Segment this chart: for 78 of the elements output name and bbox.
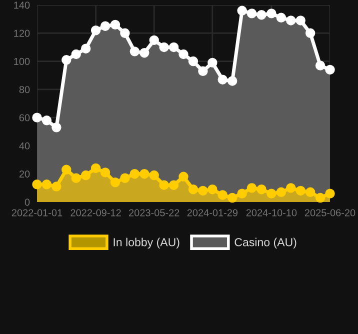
point: [198, 186, 208, 196]
point: [71, 49, 81, 60]
point: [168, 180, 179, 190]
point: [52, 122, 62, 132]
point: [227, 192, 238, 203]
y-tick-label: 140: [14, 2, 30, 9]
point: [286, 183, 296, 193]
point: [246, 8, 257, 18]
point: [130, 168, 140, 179]
point: [208, 184, 218, 194]
point: [62, 164, 72, 174]
point: [71, 173, 81, 183]
x-tick-label: 2024-01-29: [187, 209, 238, 216]
x-tick-label: 2023-05-22: [129, 209, 180, 216]
point: [140, 168, 150, 179]
point: [198, 66, 208, 76]
x-tick-label: 2024-10-10: [246, 209, 297, 216]
point: [256, 184, 266, 194]
point: [32, 112, 42, 122]
point: [188, 184, 198, 194]
point: [62, 55, 72, 65]
point: [168, 42, 179, 52]
point: [256, 10, 266, 20]
point: [100, 168, 110, 178]
y-tick-label: 60: [19, 114, 30, 122]
point: [149, 35, 159, 46]
point: [237, 188, 247, 198]
point: [246, 183, 257, 193]
point: [218, 74, 228, 84]
point: [42, 116, 52, 126]
point: [227, 76, 238, 86]
point: [315, 60, 326, 70]
point: [80, 170, 91, 180]
point: [296, 186, 306, 196]
point: [90, 25, 101, 36]
point: [325, 188, 335, 198]
point: [159, 42, 169, 52]
x-tick-label: 2022-01-01: [12, 209, 62, 216]
point: [266, 8, 276, 18]
y-tick-label: 40: [19, 142, 30, 150]
legend-label: Casino (AU): [234, 238, 296, 249]
point: [130, 46, 140, 56]
point: [286, 16, 296, 26]
point: [276, 12, 286, 23]
point: [237, 6, 247, 16]
point: [218, 190, 228, 200]
y-tick-label: 120: [14, 30, 30, 37]
point: [42, 180, 52, 190]
point: [100, 21, 110, 31]
point: [188, 56, 198, 66]
point: [296, 16, 306, 26]
point: [52, 182, 62, 192]
y-tick-label: 80: [19, 86, 30, 94]
point: [178, 49, 188, 60]
point: [305, 187, 316, 198]
legend-label: In lobby (AU): [114, 238, 180, 249]
point: [305, 28, 316, 38]
point: [140, 48, 150, 58]
point: [178, 172, 188, 182]
point: [110, 20, 120, 30]
y-tick-label: 20: [19, 170, 30, 178]
y-tick-label: 100: [14, 58, 30, 66]
x-tick-label: 2025-06-20: [304, 209, 356, 216]
point: [276, 187, 286, 198]
point: [325, 64, 335, 75]
point: [110, 177, 120, 188]
point: [80, 44, 91, 54]
point: [315, 192, 326, 203]
point: [149, 170, 159, 180]
point: [90, 163, 101, 174]
point: [266, 188, 276, 198]
point: [120, 28, 130, 38]
x-tick-label: 2022-09-12: [70, 209, 121, 216]
point: [159, 180, 169, 190]
point: [208, 58, 218, 68]
point: [120, 173, 130, 183]
point: [32, 180, 42, 190]
y-tick-label: 0: [24, 198, 30, 206]
